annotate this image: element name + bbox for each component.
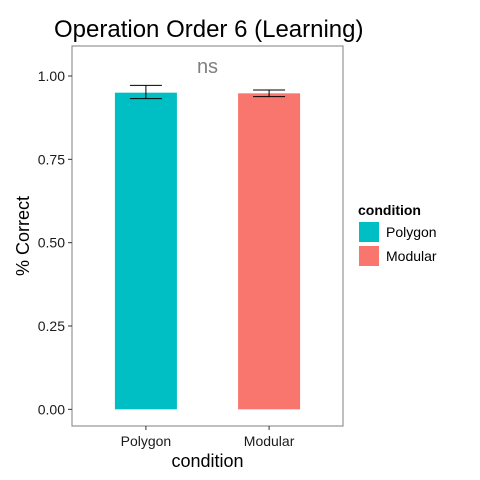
legend: condition Polygon Modular (358, 203, 468, 268)
plot-panel (71, 45, 344, 427)
y-tick-label: 0.25 (38, 318, 65, 334)
x-tick-label-polygon: Polygon (121, 433, 172, 449)
y-tick-label: 1.00 (38, 68, 65, 84)
y-tick-label: 0.75 (38, 151, 65, 167)
chart-title: Operation Order 6 (Learning) (54, 16, 364, 43)
significance-annotation: ns (197, 56, 218, 78)
legend-key-modular (358, 245, 380, 267)
x-axis-title: condition (171, 451, 243, 471)
legend-label-polygon: Polygon (386, 224, 437, 240)
legend-item-polygon: Polygon (358, 220, 468, 244)
y-tick-label: 0.50 (38, 235, 65, 251)
legend-key-polygon (358, 221, 380, 243)
y-axis-title: % Correct (13, 196, 33, 276)
bar-modular (238, 93, 301, 410)
legend-item-modular: Modular (358, 244, 468, 268)
legend-label-modular: Modular (386, 248, 437, 264)
y-tick-label: 0.00 (38, 401, 65, 417)
bar-polygon (114, 92, 177, 410)
legend-title: condition (358, 202, 421, 218)
x-tick-label-modular: Modular (244, 433, 295, 449)
